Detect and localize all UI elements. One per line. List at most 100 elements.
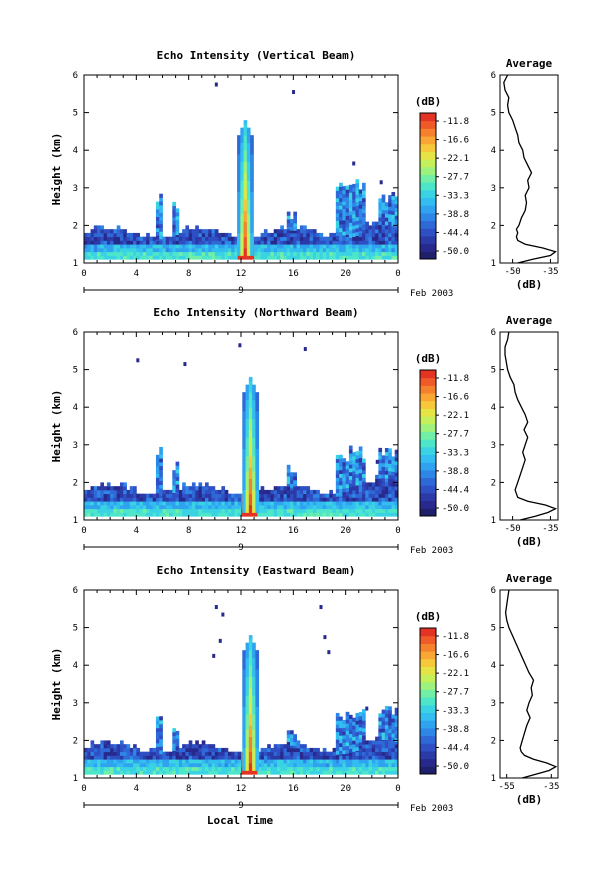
heatmap-cell (394, 501, 399, 506)
heatmap-cell (155, 235, 160, 240)
heatmap-cell (237, 244, 241, 249)
heatmap-cell (362, 481, 366, 486)
heatmap-cell (208, 232, 212, 238)
heatmap-cell (252, 661, 256, 666)
heatmap-cell (252, 687, 256, 692)
heatmap-cell (182, 755, 186, 760)
heatmap-cell (93, 747, 98, 753)
heatmap-cell (221, 751, 226, 756)
heatmap-cell (260, 497, 265, 502)
heatmap-cell (280, 255, 284, 260)
heatmap-cell (133, 508, 137, 513)
heatmap-cell (371, 247, 376, 253)
heatmap-cell (208, 759, 212, 764)
x-tick-label: 20 (340, 784, 351, 794)
heatmap-cell (103, 247, 108, 253)
heatmap-cell (159, 716, 163, 721)
heatmap-cell (342, 255, 347, 260)
heatmap-cell (243, 146, 248, 151)
x-tick-label: 4 (134, 526, 139, 536)
heatmap-cell (348, 229, 353, 235)
heatmap-cell (237, 255, 242, 260)
heatmap-cell (227, 236, 232, 241)
heatmap-cell (371, 740, 376, 745)
heatmap-cell (242, 433, 246, 438)
heatmap-cell (205, 751, 209, 756)
heatmap-cell (273, 766, 278, 771)
heatmap-cell (159, 750, 163, 755)
heatmap-cell (246, 187, 251, 192)
heatmap-cell (352, 770, 356, 775)
heatmap-cell (260, 766, 265, 771)
heatmap-cell (240, 247, 245, 253)
heatmap-cell (335, 492, 340, 497)
heatmap-cell (208, 251, 212, 256)
heatmap-cell (335, 746, 340, 751)
heatmap-cell (255, 497, 260, 502)
heatmap-cell (84, 504, 88, 510)
heatmap-cell (227, 770, 232, 775)
heatmap-cell (290, 734, 294, 739)
heatmap-cell (248, 388, 253, 393)
heatmap-cell (394, 497, 399, 502)
heatmap-cell (280, 766, 284, 771)
heatmap-cell (362, 197, 366, 203)
heatmap-cell (270, 247, 275, 253)
heatmap-cell (245, 395, 250, 401)
heatmap-cell (100, 482, 105, 487)
heatmap-cell (368, 759, 373, 764)
heatmap-cell (242, 665, 246, 670)
heatmap-cell (159, 727, 163, 732)
heatmap-cell (348, 196, 353, 201)
heatmap-cell (358, 255, 363, 260)
heatmap-cell (175, 212, 180, 217)
average-y-tick-label: 5 (491, 109, 496, 119)
heatmap-cell (358, 719, 363, 724)
heatmap-cell (244, 770, 248, 775)
heatmap-cell (243, 165, 248, 170)
heatmap-cell (332, 755, 337, 760)
heatmap-cell (250, 199, 254, 204)
heatmap-cell (296, 762, 301, 768)
heatmap-cell (248, 452, 253, 457)
heatmap-cell (394, 707, 399, 712)
heatmap-cell (306, 508, 311, 513)
heatmap-cell (129, 232, 134, 238)
y-tick-label: 1 (73, 516, 78, 526)
heatmap-cell (348, 203, 353, 208)
heatmap-cell (243, 180, 248, 185)
heatmap-cell (103, 504, 108, 510)
colorbar-title: (dB) (415, 95, 442, 108)
heatmap-cell (152, 759, 157, 764)
heatmap-cell (290, 762, 294, 768)
heatmap-cell (97, 762, 101, 768)
heatmap-cell (252, 665, 256, 670)
heatmap-cell (345, 745, 350, 750)
average-x-tick-label: -50 (504, 267, 520, 277)
heatmap-cell (172, 247, 176, 253)
heatmap-cell (129, 251, 134, 256)
heatmap-cell (240, 176, 245, 181)
heatmap-cell (335, 497, 340, 502)
heatmap-cell (309, 770, 314, 775)
heatmap-cell (198, 240, 203, 245)
heatmap-cell (316, 747, 320, 753)
heatmap-cell (290, 483, 294, 488)
heatmap-cell (100, 247, 105, 253)
heatmap-cell (106, 229, 111, 234)
heatmap-cell (299, 497, 304, 502)
heatmap-cell (246, 146, 251, 151)
heatmap-cell (348, 460, 353, 465)
heatmap-cell (205, 251, 209, 256)
heatmap-cell (345, 508, 350, 513)
heatmap-cell (381, 493, 386, 498)
heatmap-cell (255, 653, 260, 659)
heatmap-cell (208, 255, 212, 260)
heatmap-cell (243, 225, 248, 230)
heatmap-cell (195, 508, 199, 513)
heatmap-cell (136, 236, 141, 241)
heatmap-cell (309, 229, 314, 234)
heatmap-cell (378, 720, 383, 726)
heatmap-cell (319, 497, 324, 502)
heatmap-cell (381, 766, 386, 771)
